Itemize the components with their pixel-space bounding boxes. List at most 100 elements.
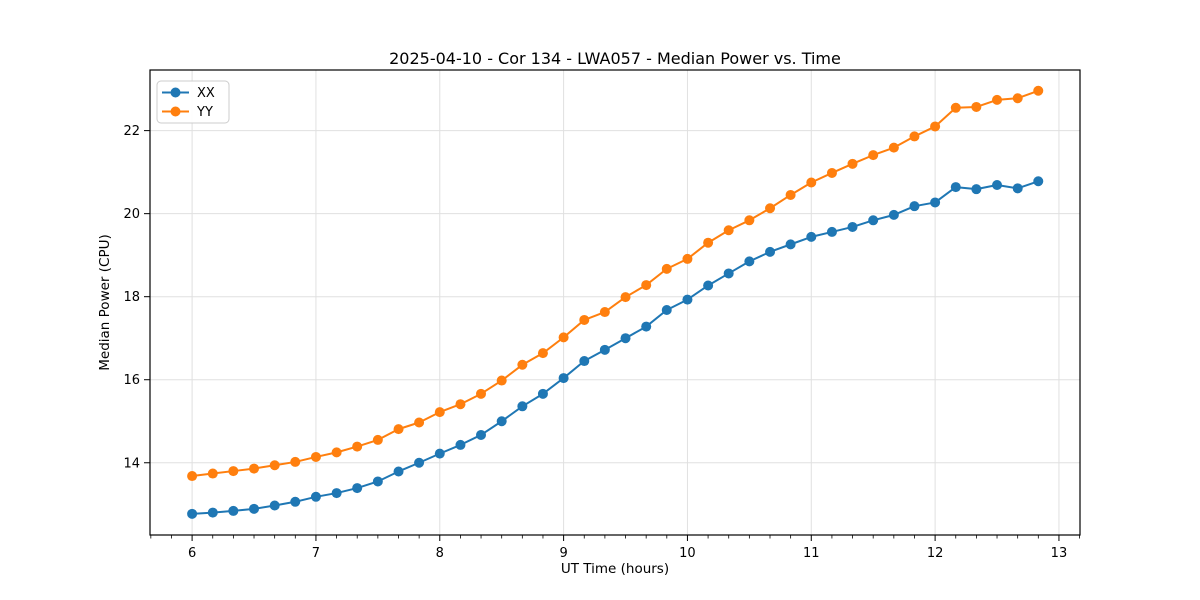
series-marker-xx xyxy=(1033,176,1044,187)
series-marker-yy xyxy=(744,215,755,226)
series-marker-xx xyxy=(682,294,693,305)
series-marker-xx xyxy=(228,505,239,516)
x-axis-label: UT Time (hours) xyxy=(561,561,669,577)
series-marker-yy xyxy=(703,237,714,248)
series-marker-yy xyxy=(558,332,569,343)
series-marker-yy xyxy=(393,424,404,435)
series-marker-xx xyxy=(909,201,920,212)
series-marker-xx xyxy=(393,466,404,477)
series-marker-xx xyxy=(331,488,342,499)
series-marker-xx xyxy=(703,280,714,291)
chart-title: 2025-04-10 - Cor 134 - LWA057 - Median P… xyxy=(389,49,841,68)
series-marker-yy xyxy=(269,460,280,471)
plot-spines xyxy=(149,69,1081,536)
series-marker-yy xyxy=(620,292,631,303)
series-marker-yy xyxy=(310,451,321,462)
series-marker-yy xyxy=(414,417,425,428)
series-marker-xx xyxy=(661,304,672,315)
series-marker-yy xyxy=(971,101,982,112)
series-marker-yy xyxy=(579,314,590,325)
series-marker-yy xyxy=(950,102,961,113)
x-tick-label: 9 xyxy=(559,546,567,561)
series-marker-yy xyxy=(1033,85,1044,96)
series-marker-xx xyxy=(744,256,755,267)
series-marker-yy xyxy=(765,203,776,214)
x-tick-label: 6 xyxy=(188,546,196,561)
series-marker-yy xyxy=(496,375,507,386)
series-marker-xx xyxy=(620,333,631,344)
series-marker-yy xyxy=(290,456,301,467)
series-marker-xx xyxy=(558,373,569,384)
series-marker-yy xyxy=(826,167,837,178)
series-marker-xx xyxy=(455,439,466,450)
legend-sample-marker xyxy=(170,87,181,98)
series-marker-yy xyxy=(517,359,528,370)
series-marker-xx xyxy=(950,182,961,193)
series-marker-yy xyxy=(228,466,239,477)
series-marker-xx xyxy=(372,476,383,487)
y-tick-label: 14 xyxy=(123,456,140,471)
x-tick-label: 7 xyxy=(312,546,320,561)
legend: XX YY xyxy=(156,80,230,124)
series-marker-xx xyxy=(249,503,260,514)
series-marker-yy xyxy=(868,150,879,161)
y-tick-label: 16 xyxy=(123,373,140,388)
series-marker-yy xyxy=(352,441,363,452)
x-tick-label: 13 xyxy=(1051,546,1068,561)
series-marker-yy xyxy=(785,189,796,200)
legend-sample-marker xyxy=(170,106,181,117)
series-marker-xx xyxy=(207,507,218,518)
x-tick-label: 11 xyxy=(803,546,820,561)
series-marker-xx xyxy=(888,209,899,220)
series-marker-xx xyxy=(537,388,548,399)
series-line-xx xyxy=(192,180,1039,515)
series-marker-yy xyxy=(599,307,610,318)
y-tick-label: 18 xyxy=(123,290,140,305)
grid-lines xyxy=(150,70,1080,535)
series-marker-xx xyxy=(1012,183,1023,194)
series-marker-xx xyxy=(930,197,941,208)
series-marker-yy xyxy=(661,263,672,274)
series-marker-yy xyxy=(434,407,445,418)
series-marker-yy xyxy=(682,253,693,264)
series-marker-yy xyxy=(1012,93,1023,104)
x-tick-label: 12 xyxy=(927,546,944,561)
series-marker-yy xyxy=(847,158,858,169)
series-marker-xx xyxy=(269,500,280,511)
series-marker-xx xyxy=(434,448,445,459)
series-marker-xx xyxy=(599,344,610,355)
legend-entry-label: XX xyxy=(197,86,215,101)
series-marker-xx xyxy=(806,231,817,242)
x-tick-label: 8 xyxy=(436,546,444,561)
series-marker-xx xyxy=(723,268,734,279)
series-marker-xx xyxy=(579,356,590,367)
series-marker-xx xyxy=(187,508,198,519)
series-marker-yy xyxy=(249,463,260,474)
series-marker-yy xyxy=(476,388,487,399)
series-marker-xx xyxy=(352,483,363,494)
series-marker-xx xyxy=(992,180,1003,191)
series-marker-xx xyxy=(476,429,487,440)
x-tick-label: 10 xyxy=(679,546,696,561)
series-marker-yy xyxy=(909,131,920,142)
series-marker-xx xyxy=(517,401,528,412)
series-marker-yy xyxy=(455,399,466,410)
series-marker-yy xyxy=(641,280,652,291)
series-marker-yy xyxy=(992,94,1003,105)
series-marker-xx xyxy=(971,184,982,195)
series-marker-xx xyxy=(765,246,776,257)
series-marker-xx xyxy=(414,457,425,468)
legend-box xyxy=(156,80,230,124)
series-marker-yy xyxy=(930,121,941,132)
series-marker-yy xyxy=(187,471,198,482)
series-line-yy xyxy=(191,89,1039,478)
y-tick-label: 20 xyxy=(123,207,140,222)
series-marker-xx xyxy=(785,239,796,250)
series-marker-xx xyxy=(826,226,837,237)
series-marker-xx xyxy=(847,221,858,232)
series-marker-xx xyxy=(290,496,301,507)
axis-ticks: 6 7 8 9 10 11 12 13 14 16 18 20 22 xyxy=(123,124,1080,561)
series-marker-xx xyxy=(868,215,879,226)
